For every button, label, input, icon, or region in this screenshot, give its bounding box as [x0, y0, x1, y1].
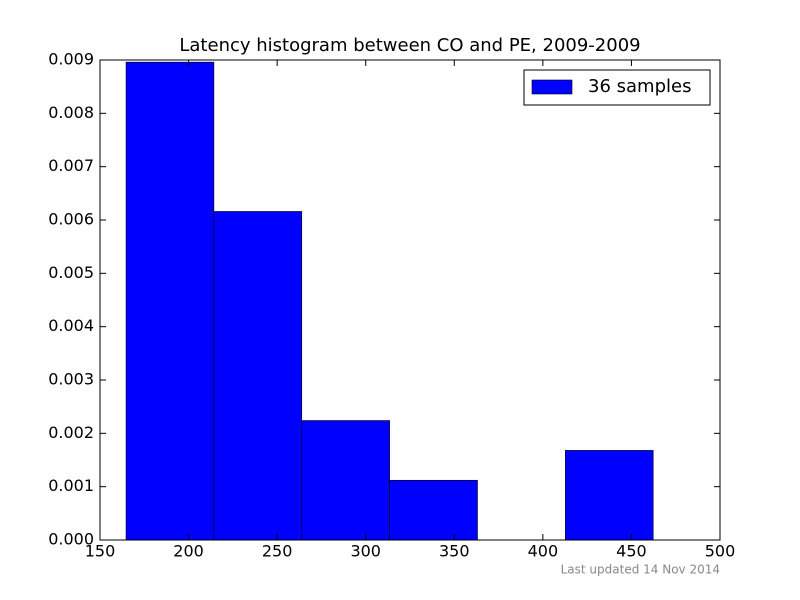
y-tick-label: 0.000: [48, 530, 94, 549]
y-tick-label: 0.007: [48, 156, 94, 175]
x-tick-label: 200: [173, 542, 204, 561]
x-tick-label: 150: [85, 542, 116, 561]
x-tick-label: 250: [262, 542, 293, 561]
bar: [213, 211, 303, 540]
y-tick-label: 0.003: [48, 370, 94, 389]
x-tick-label: 400: [528, 542, 559, 561]
y-tick-label: 0.008: [48, 103, 94, 122]
y-tick-label: 0.006: [48, 210, 94, 229]
x-tick-label: 450: [616, 542, 647, 561]
legend-label: 36 samples: [588, 76, 691, 97]
bar: [125, 61, 215, 540]
x-tick-label: 300: [350, 542, 381, 561]
plot-area: [125, 61, 654, 540]
y-tick-label: 0.001: [48, 476, 94, 495]
y-tick-label: 0.004: [48, 316, 94, 335]
y-tick-label: 0.009: [48, 50, 94, 69]
axes-frame: [99, 59, 721, 541]
bar: [389, 479, 478, 540]
bar: [301, 420, 390, 540]
bar: [565, 450, 654, 540]
x-tick-label: 350: [439, 542, 470, 561]
legend: 36 samples: [523, 69, 711, 106]
footnote: Last updated 14 Nov 2014: [561, 563, 720, 577]
x-tick-label: 500: [705, 542, 736, 561]
y-tick-label: 0.002: [48, 423, 94, 442]
y-tick-label: 0.005: [48, 263, 94, 282]
chart-title: Latency histogram between CO and PE, 200…: [179, 35, 640, 56]
legend-swatch: [531, 79, 573, 95]
